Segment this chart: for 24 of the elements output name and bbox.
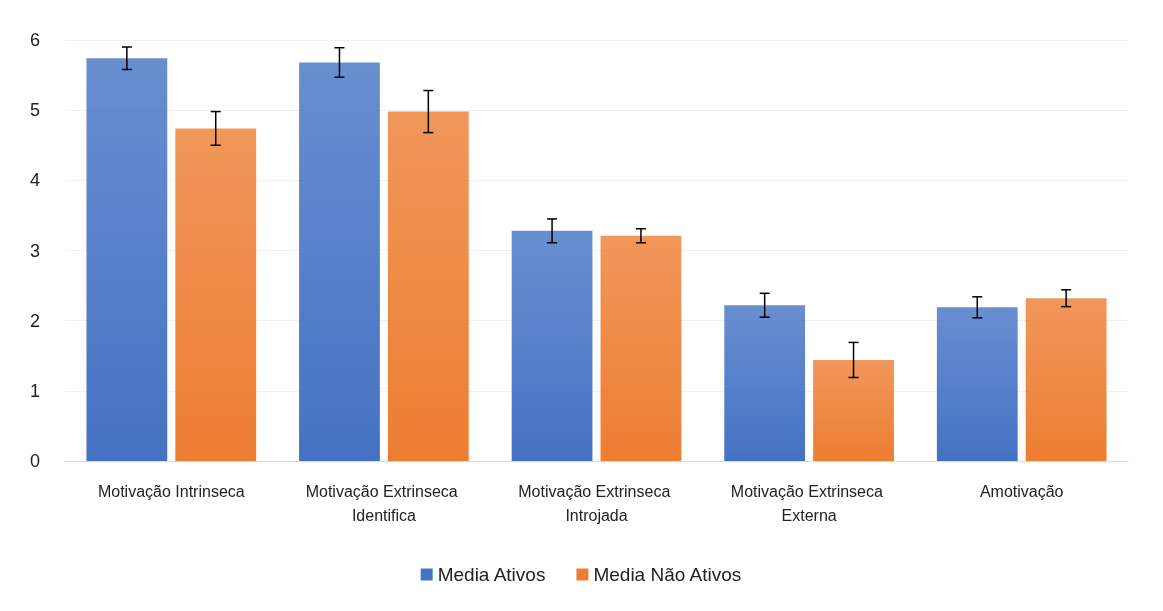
y-tick-label: 1 [29,380,40,401]
y-tick-label: 2 [29,310,40,331]
bar [86,58,168,461]
x-tick-label: Motivação Extrinseca Introjada [518,482,675,524]
bar [1025,298,1107,461]
y-tick-label: 3 [29,240,40,261]
y-tick-label: 4 [29,170,40,191]
x-tick-label: Amotivação [979,482,1064,500]
bar [387,111,469,461]
bar [299,62,380,461]
x-tick-label: Motivação Extrinseca Identifica [305,482,463,524]
y-tick-label: 0 [29,451,40,471]
legend-label: Media Não Ativos [593,564,742,585]
bar [175,128,257,461]
bar [511,230,593,461]
y-tick-label: 6 [29,30,40,50]
bar [724,305,806,461]
legend-label: Media Ativos [437,564,546,585]
y-tick-label: 5 [29,100,40,121]
x-tick-label: Motivação Intrinseca [97,482,245,500]
x-tick-label: Motivação Extrinseca Externa [730,482,888,524]
bar [600,235,682,461]
bar [936,307,1018,461]
bar [813,359,894,461]
